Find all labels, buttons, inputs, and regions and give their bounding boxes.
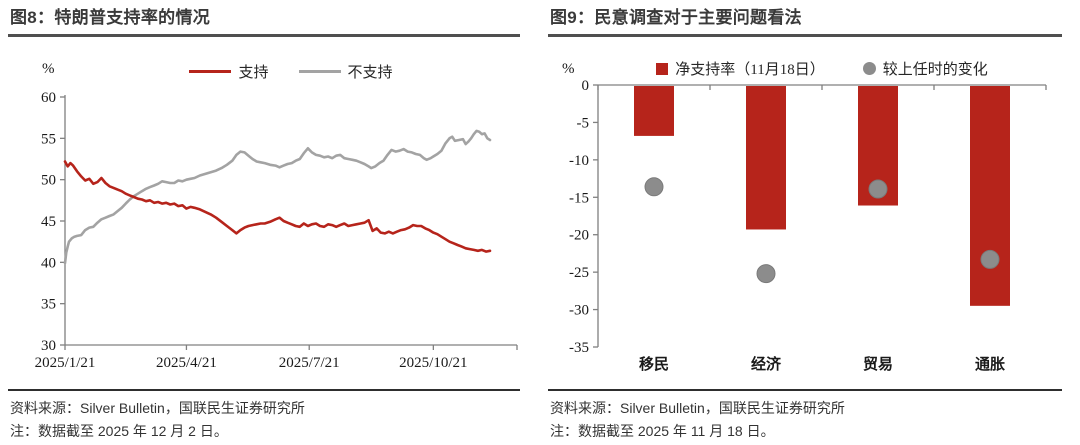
category-label-通胀: 通胀	[975, 356, 1005, 373]
bar-通胀	[970, 86, 1010, 306]
legend-label-net-approval: 净支持率（11月18日）	[675, 62, 825, 78]
line-支持	[63, 160, 492, 253]
svg-text:35: 35	[41, 297, 56, 313]
svg-text:55: 55	[41, 131, 56, 147]
svg-text:2025/7/21: 2025/7/21	[279, 355, 340, 371]
line-不支持	[63, 129, 492, 265]
figure-8-panel: 图8：特朗普支持率的情况 % 60 55 50 45 40 35 30 2025/1/21 202…	[8, 6, 520, 443]
svg-text:30: 30	[41, 338, 56, 354]
figure-9-chart-area: % 0 -5 -10 -15 -20 -25 -30 -35 移民 经济 贸易 通胀 净支持率（11月1…	[548, 37, 1062, 389]
figure-8-note: 注：数据截至 2025 年 12 月 2 日。	[10, 423, 228, 439]
dot-移民	[644, 177, 664, 197]
figure-9-panel: 图9：民意调查对于主要问题看法 % 0 -5 -10 -15 -20 -25 -30 -35 移民…	[548, 6, 1062, 443]
svg-text:50: 50	[41, 173, 56, 189]
svg-text:-5: -5	[577, 115, 590, 131]
support-line-swatch	[189, 70, 232, 73]
figure-9-note: 注：数据截至 2025 年 11 月 18 日。	[550, 423, 775, 439]
bar-移民	[634, 86, 674, 136]
y-unit-label: %	[562, 61, 575, 77]
legend-label-disapprove: 不支持	[347, 65, 393, 81]
legend-item-support: 支持	[189, 61, 269, 82]
figure-9-title: 图9：民意调查对于主要问题看法	[548, 6, 1062, 37]
category-label-移民: 移民	[639, 355, 669, 373]
dot-贸易	[868, 179, 888, 199]
svg-text:2025/1/21: 2025/1/21	[35, 355, 96, 371]
figure-8-legend: 支持 不支持	[65, 61, 517, 82]
figure-8-source: 资料来源：Silver Bulletin，国联民生证券研究所	[10, 400, 305, 416]
figure-9-caption: 资料来源：Silver Bulletin，国联民生证券研究所 注：数据截至 20…	[548, 389, 1062, 443]
figure-8-caption: 资料来源：Silver Bulletin，国联民生证券研究所 注：数据截至 20…	[8, 389, 520, 443]
svg-text:-30: -30	[569, 303, 589, 319]
svg-text:-10: -10	[569, 153, 589, 169]
legend-label-support: 支持	[238, 65, 269, 81]
legend-item-net-approval: 净支持率（11月18日）	[656, 58, 825, 79]
legend-item-change: 较上任时的变化	[862, 58, 988, 79]
dot-经济	[756, 264, 776, 284]
bar-经济	[746, 86, 786, 230]
svg-text:0: 0	[582, 78, 590, 94]
legend-label-change: 较上任时的变化	[882, 62, 988, 78]
svg-text:40: 40	[41, 255, 56, 271]
legend-item-disapprove: 不支持	[298, 61, 393, 82]
figure-8-chart-area: % 60 55 50 45 40 35 30 2025/1/21 2025/4/21 2025/7/…	[8, 37, 520, 389]
net-approval-bar-chart: % 0 -5 -10 -15 -20 -25 -30 -35 移民 经济 贸易 通胀	[562, 61, 1047, 373]
net-approval-square-swatch	[656, 62, 669, 75]
svg-text:-15: -15	[569, 190, 589, 206]
y-unit-label: %	[42, 61, 55, 77]
category-label-经济: 经济	[751, 355, 782, 373]
figure-9-source: 资料来源：Silver Bulletin，国联民生证券研究所	[550, 400, 845, 416]
svg-text:-25: -25	[569, 265, 589, 281]
category-label-贸易: 贸易	[863, 355, 893, 373]
change-dot-swatch	[862, 62, 876, 75]
dot-通胀	[980, 249, 1000, 269]
svg-text:45: 45	[41, 214, 56, 230]
svg-text:-20: -20	[569, 228, 589, 244]
svg-text:2025/10/21: 2025/10/21	[399, 355, 467, 371]
disapprove-line-swatch	[298, 70, 341, 73]
svg-text:2025/4/21: 2025/4/21	[156, 355, 217, 371]
figure-9-legend: 净支持率（11月18日） 较上任时的变化	[598, 58, 1046, 79]
svg-text:-35: -35	[569, 340, 589, 356]
figure-8-title: 图8：特朗普支持率的情况	[8, 6, 520, 37]
svg-text:60: 60	[41, 90, 56, 106]
